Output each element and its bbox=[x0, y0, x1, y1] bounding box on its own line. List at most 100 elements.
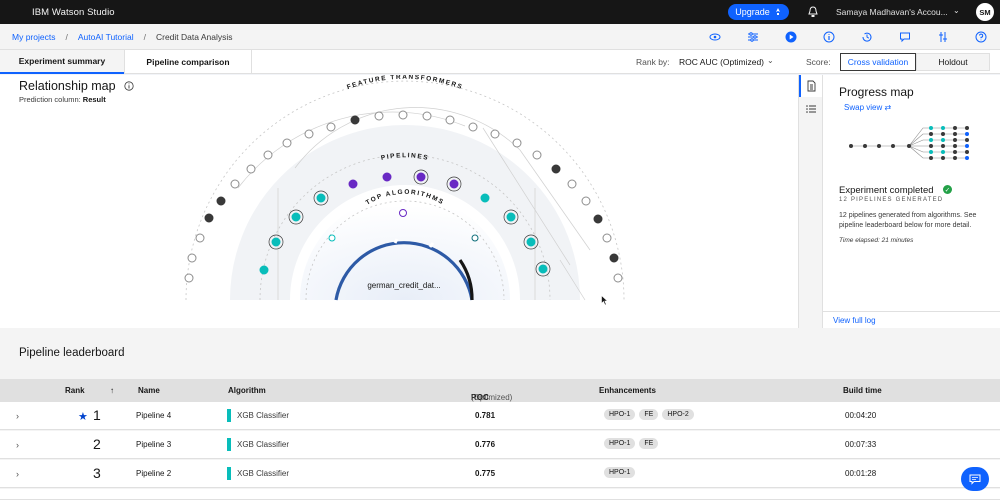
row-name[interactable]: Pipeline 4 bbox=[136, 411, 172, 420]
row-algorithm: XGB Classifier bbox=[237, 469, 290, 478]
score-cross-validation-button[interactable]: Cross validation bbox=[840, 53, 916, 71]
notification-bell-icon[interactable] bbox=[807, 6, 819, 18]
feature-transformer-node bbox=[216, 196, 226, 206]
chat-button[interactable] bbox=[961, 467, 989, 491]
algorithm-color-bar bbox=[227, 438, 231, 451]
feature-transformer-node bbox=[398, 110, 408, 120]
progress-node bbox=[929, 156, 933, 160]
rail-active-indicator bbox=[799, 75, 823, 97]
expand-chevron-icon[interactable]: › bbox=[16, 469, 19, 479]
progress-map-graph bbox=[849, 126, 969, 160]
progress-node bbox=[965, 150, 969, 154]
breadcrumb-autoai-tutorial[interactable]: AutoAI Tutorial bbox=[77, 32, 134, 42]
progress-node bbox=[929, 132, 933, 136]
expand-chevron-icon[interactable]: › bbox=[16, 440, 19, 450]
tab-pipeline-comparison[interactable]: Pipeline comparison bbox=[124, 50, 252, 74]
prediction-column-value: Result bbox=[82, 95, 106, 104]
algorithm-color-bar bbox=[227, 409, 231, 422]
feature-transformer-node bbox=[567, 179, 577, 189]
progress-node bbox=[941, 144, 945, 148]
feature-transformer-node bbox=[195, 233, 205, 243]
table-row[interactable]: › 3 Pipeline 2 XGB Classifier 0.775 HPO-… bbox=[0, 460, 1000, 488]
prediction-column: Prediction column: Result bbox=[19, 95, 106, 104]
progress-node bbox=[965, 138, 969, 142]
brand-name[interactable]: IBM Watson Studio bbox=[32, 6, 115, 18]
progress-node bbox=[849, 144, 853, 148]
feature-transformer-node bbox=[304, 129, 314, 139]
chevron-down-icon[interactable]: ⌄ bbox=[767, 56, 774, 65]
table-row-partial[interactable] bbox=[0, 489, 1000, 500]
progress-map-title: Progress map bbox=[839, 85, 914, 99]
history-icon[interactable] bbox=[861, 31, 873, 43]
pipeline-node bbox=[316, 193, 326, 203]
sort-arrow-up-icon[interactable]: ↑ bbox=[110, 386, 114, 395]
info-icon[interactable] bbox=[823, 31, 835, 43]
upgrade-button[interactable]: Upgrade bbox=[728, 4, 789, 20]
progress-node bbox=[953, 132, 957, 136]
document-icon[interactable] bbox=[805, 80, 817, 92]
feature-transformer-node bbox=[490, 129, 500, 139]
view-full-log-link[interactable]: View full log bbox=[823, 311, 1000, 328]
rank-by-select[interactable]: ROC AUC (Optimized) bbox=[679, 57, 765, 67]
enhancement-tag: HPO-1 bbox=[604, 438, 636, 449]
table-row[interactable]: › ★ 1 Pipeline 4 XGB Classifier 0.781 HP… bbox=[0, 402, 1000, 430]
column-rank[interactable]: Rank bbox=[65, 386, 85, 395]
column-algorithm[interactable]: Algorithm bbox=[228, 386, 266, 395]
avatar[interactable]: SM bbox=[976, 3, 994, 21]
swap-view-label: Swap view bbox=[844, 103, 883, 112]
column-build-time[interactable]: Build time bbox=[843, 386, 882, 395]
pipeline-node bbox=[291, 212, 301, 222]
rocket-icon bbox=[775, 8, 780, 15]
row-enhancements: HPO-1 FE HPO-2 bbox=[604, 409, 694, 420]
pipeline-node bbox=[416, 172, 426, 182]
table-row[interactable]: › 2 Pipeline 3 XGB Classifier 0.776 HPO-… bbox=[0, 431, 1000, 459]
score-holdout-button[interactable]: Holdout bbox=[916, 53, 990, 71]
progress-map-panel: Progress map Swap view ⇄ Experiment comp… bbox=[822, 75, 1000, 328]
breadcrumb-current: Credit Data Analysis bbox=[155, 32, 233, 42]
progress-node bbox=[965, 144, 969, 148]
info-icon[interactable] bbox=[124, 81, 134, 91]
upgrade-label: Upgrade bbox=[735, 7, 770, 17]
pipeline-node-ring bbox=[446, 176, 462, 192]
list-icon[interactable] bbox=[805, 103, 817, 115]
pipeline-node bbox=[480, 193, 490, 203]
pipeline-node-ring bbox=[288, 209, 304, 225]
row-enhancements: HPO-1 FE bbox=[604, 438, 659, 449]
compare-icon[interactable] bbox=[937, 31, 949, 43]
swap-view-link[interactable]: Swap view ⇄ bbox=[844, 103, 891, 112]
breadcrumb-separator: / bbox=[143, 32, 146, 42]
breadcrumb-bar: My projects / AutoAI Tutorial / Credit D… bbox=[0, 24, 1000, 50]
feature-transformer-node bbox=[609, 253, 619, 263]
chat-icon bbox=[969, 474, 981, 485]
column-enhancements[interactable]: Enhancements bbox=[599, 386, 656, 395]
eye-icon[interactable] bbox=[709, 31, 721, 43]
pipeline-node-ring bbox=[268, 234, 284, 250]
leaderboard-header: Rank ↑ Name Algorithm ROC AUC (Optimized… bbox=[0, 379, 1000, 411]
settings-sliders-icon[interactable] bbox=[747, 31, 759, 43]
account-name[interactable]: Samaya Madhavan's Accou... bbox=[836, 7, 948, 17]
row-algorithm: XGB Classifier bbox=[237, 440, 290, 449]
help-icon[interactable] bbox=[975, 31, 987, 43]
row-name[interactable]: Pipeline 3 bbox=[136, 440, 172, 449]
column-name[interactable]: Name bbox=[138, 386, 160, 395]
progress-node bbox=[929, 144, 933, 148]
feature-transformer-node bbox=[613, 273, 623, 283]
progress-node bbox=[953, 156, 957, 160]
row-name[interactable]: Pipeline 2 bbox=[136, 469, 172, 478]
pipeline-node-ring bbox=[413, 169, 429, 185]
comment-icon[interactable] bbox=[899, 31, 911, 43]
chevron-down-icon[interactable]: ⌄ bbox=[953, 6, 960, 15]
progress-node bbox=[941, 156, 945, 160]
algorithm-color-bar bbox=[227, 467, 231, 480]
tab-experiment-summary[interactable]: Experiment summary bbox=[0, 50, 124, 74]
play-icon[interactable] bbox=[785, 31, 797, 43]
svg-text:FEATURE TRANSFORMERS: FEATURE TRANSFORMERS bbox=[346, 75, 464, 91]
expand-chevron-icon[interactable]: › bbox=[16, 411, 19, 421]
relationship-map-title: Relationship map bbox=[19, 79, 116, 93]
relationship-map-chart[interactable]: FEATURE TRANSFORMERS PIPELINES TOP ALGOR… bbox=[0, 75, 798, 328]
row-rank: 2 bbox=[93, 436, 101, 452]
breadcrumb-my-projects[interactable]: My projects bbox=[12, 32, 56, 42]
pipeline-node-ring bbox=[535, 261, 551, 277]
progress-node bbox=[941, 138, 945, 142]
pipeline-node-ring bbox=[523, 234, 539, 250]
